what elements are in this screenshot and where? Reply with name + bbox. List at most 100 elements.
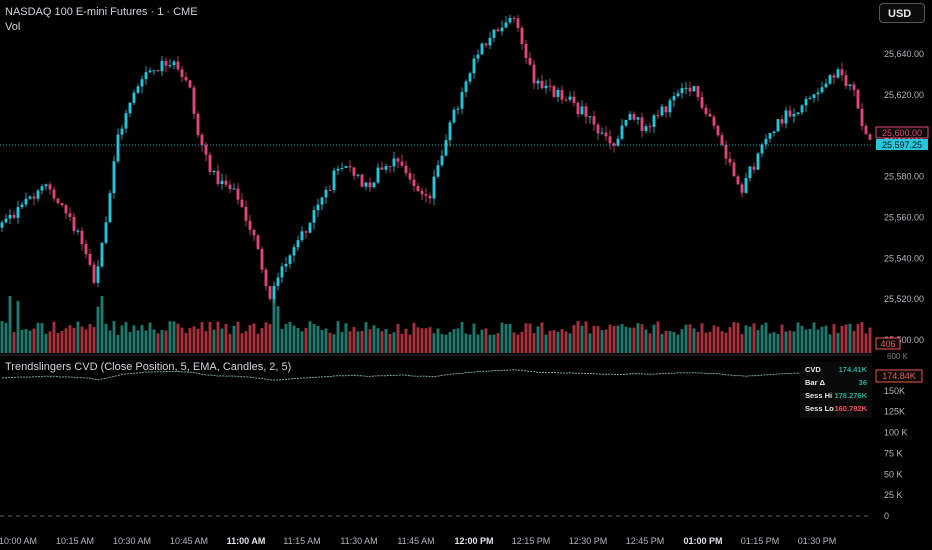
time-tick-label: 11:45 AM bbox=[397, 536, 434, 546]
volume-bar bbox=[616, 325, 620, 353]
volume-bar bbox=[0, 321, 4, 353]
volume-bar bbox=[764, 322, 768, 353]
candle-body bbox=[564, 99, 568, 101]
volume-bar bbox=[260, 328, 264, 353]
volume-bar bbox=[436, 328, 440, 353]
candle-body bbox=[520, 27, 524, 45]
time-tick-label: 11:00 AM bbox=[227, 536, 266, 546]
candle-body bbox=[864, 126, 868, 135]
volume-bar bbox=[276, 306, 280, 353]
volume-bar bbox=[532, 333, 536, 353]
candle-body bbox=[260, 248, 264, 270]
candle-body bbox=[728, 158, 732, 163]
volume-bar bbox=[228, 333, 232, 353]
volume-bar bbox=[392, 332, 396, 353]
volume-bar bbox=[360, 331, 364, 353]
volume-bar bbox=[64, 328, 68, 353]
volume-bar bbox=[416, 327, 420, 353]
candle-body bbox=[108, 193, 112, 223]
time-tick-label: 11:30 AM bbox=[340, 536, 377, 546]
candle-body bbox=[232, 188, 236, 190]
volume-bar bbox=[140, 325, 144, 353]
volume-bar bbox=[600, 330, 604, 353]
volume-bar bbox=[772, 332, 776, 353]
volume-bar bbox=[736, 322, 740, 353]
volume-bar bbox=[252, 323, 256, 353]
volume-bar bbox=[628, 327, 632, 353]
cvd-tick-label: 100 K bbox=[884, 428, 908, 438]
volume-bar bbox=[100, 295, 104, 353]
volume-bar bbox=[76, 321, 80, 353]
stats-key: Sess Hi bbox=[805, 391, 833, 400]
candle-body bbox=[420, 191, 424, 195]
volume-bar bbox=[796, 322, 800, 353]
stats-key: Bar Δ bbox=[805, 378, 825, 387]
volume-bar bbox=[20, 329, 24, 353]
candle-body bbox=[776, 119, 780, 132]
cvd-axis: 150K 125K 100 K 75 K 50 K 25 K 0 bbox=[884, 386, 908, 521]
candle-body bbox=[436, 165, 440, 177]
volume-bar bbox=[212, 329, 216, 353]
volume-bar bbox=[12, 332, 16, 353]
candle-body bbox=[280, 266, 284, 278]
candle-body bbox=[268, 286, 272, 299]
candle-body bbox=[32, 196, 36, 199]
candle-body bbox=[48, 184, 52, 190]
candle-body bbox=[244, 206, 248, 221]
volume-bar bbox=[256, 333, 260, 353]
reference-price-label: 25,600.00 bbox=[882, 128, 922, 138]
candle-body bbox=[376, 167, 380, 183]
candle-body bbox=[460, 91, 464, 109]
volume-bar bbox=[608, 324, 612, 353]
candle-body bbox=[196, 113, 200, 135]
volume-bar bbox=[664, 330, 668, 353]
candle-body bbox=[352, 167, 356, 176]
candle-body bbox=[408, 173, 412, 180]
candle-body bbox=[588, 116, 592, 118]
volume-bar bbox=[284, 323, 288, 353]
volume-bar bbox=[208, 321, 212, 353]
candle-body bbox=[116, 134, 120, 162]
candle-body bbox=[324, 189, 328, 198]
volume-bar bbox=[712, 325, 716, 353]
volume-bar bbox=[104, 323, 108, 353]
candle-body bbox=[92, 264, 96, 283]
volume-bar bbox=[644, 329, 648, 353]
volume-bar bbox=[96, 306, 100, 353]
cvd-tick-label: 125K bbox=[884, 407, 905, 417]
volume-bar bbox=[672, 331, 676, 353]
candle-body bbox=[388, 166, 392, 168]
candle-body bbox=[164, 60, 168, 66]
candle-body bbox=[672, 96, 676, 101]
candle-body bbox=[792, 113, 796, 117]
candle-body bbox=[716, 125, 720, 136]
volume-bar bbox=[368, 329, 372, 353]
volume-bar bbox=[592, 325, 596, 353]
volume-bar bbox=[220, 328, 224, 353]
candle-body bbox=[700, 97, 704, 108]
candle-body bbox=[224, 180, 228, 185]
time-axis: 10:00 AM 10:15 AM 10:30 AM 10:45 AM 11:00 AM… bbox=[0, 536, 836, 546]
volume-bar bbox=[788, 330, 792, 353]
volume-bar bbox=[176, 323, 180, 353]
price-tick-label: 25,620.00 bbox=[884, 90, 924, 100]
volume-bar bbox=[168, 321, 172, 353]
candle-body bbox=[56, 198, 60, 203]
candle-body bbox=[740, 184, 744, 193]
volume-bar bbox=[448, 332, 452, 353]
volume-bar bbox=[524, 323, 528, 353]
volume-bar bbox=[660, 333, 664, 353]
volume-bar bbox=[696, 331, 700, 353]
candle-body bbox=[668, 100, 672, 113]
candle-body bbox=[72, 216, 76, 231]
candle-body bbox=[468, 73, 472, 82]
currency-button[interactable]: USD bbox=[879, 3, 925, 23]
candle-body bbox=[200, 134, 204, 145]
candle-body bbox=[688, 87, 692, 92]
volume-bar bbox=[536, 326, 540, 353]
volume-bar bbox=[384, 329, 388, 353]
symbol-title: NASDAQ 100 E-mini Futures · 1 · CME bbox=[5, 6, 198, 18]
volume-bar bbox=[296, 327, 300, 353]
candle-body bbox=[80, 230, 84, 245]
